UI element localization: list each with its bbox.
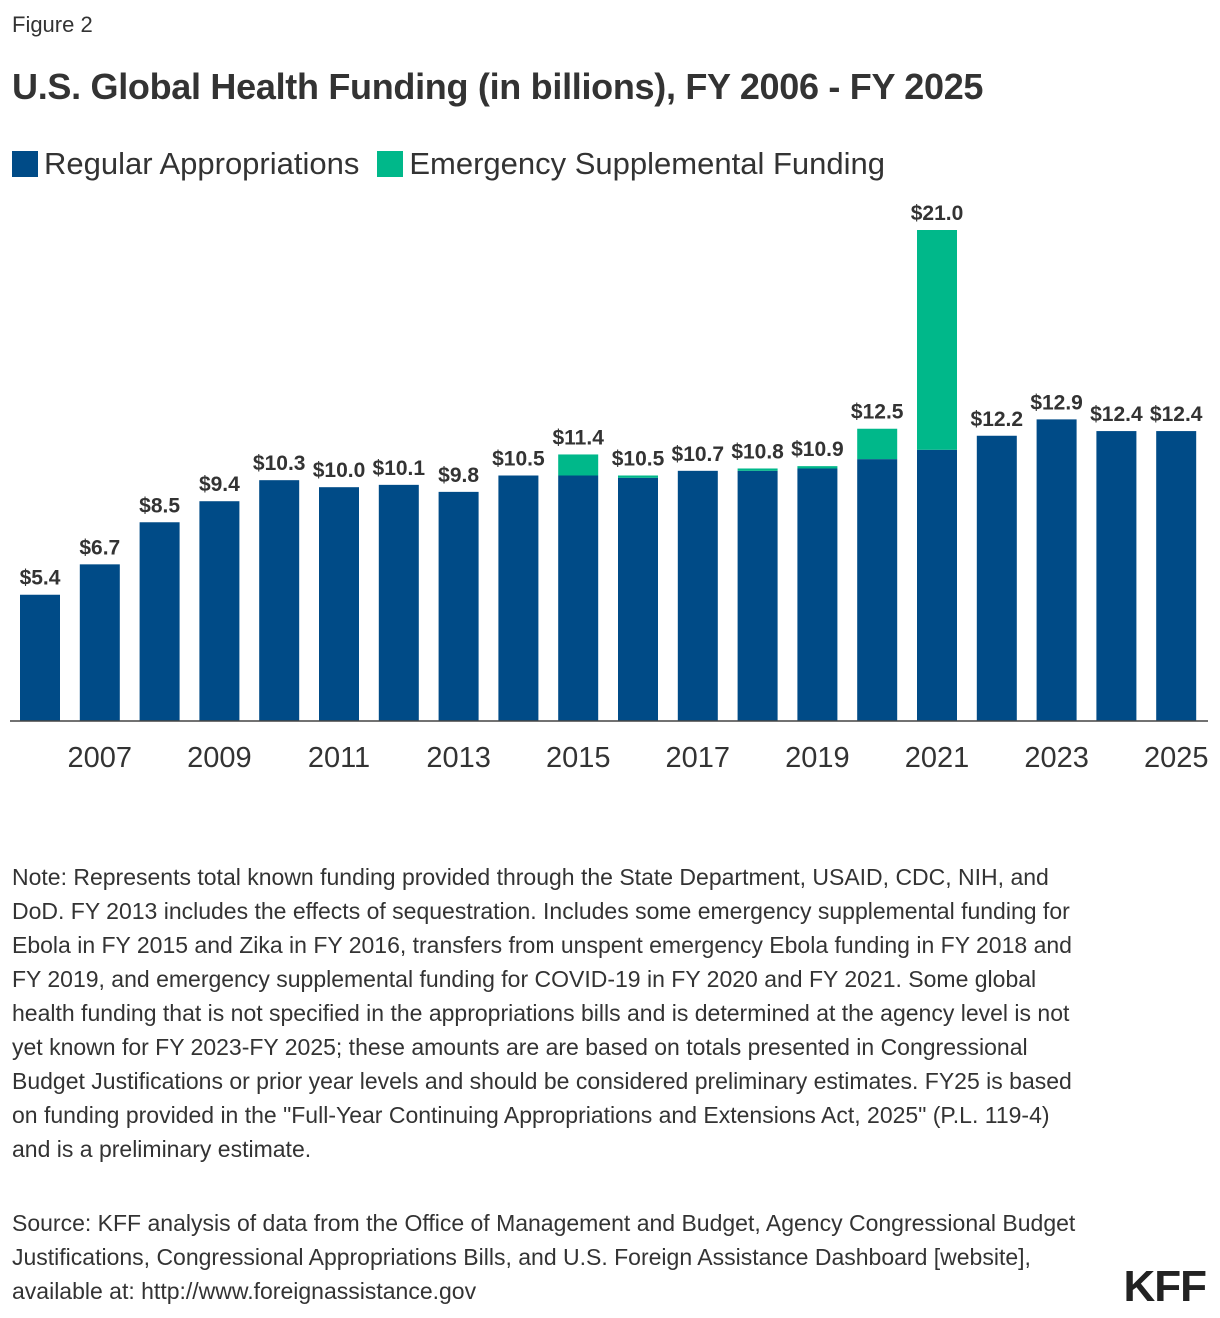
figure-label: Figure 2 (12, 12, 93, 37)
x-tick-2015: 2015 (546, 742, 611, 774)
data-label-2006: $5.4 (20, 567, 61, 590)
legend-swatch-regular (12, 151, 38, 177)
x-tick-2025: 2025 (1144, 742, 1209, 774)
bar-regular-2025 (1156, 431, 1197, 721)
x-tick-2019: 2019 (785, 742, 850, 774)
x-tick-2011: 2011 (308, 742, 370, 774)
data-label-2007: $6.7 (79, 536, 120, 559)
legend-item-regular: Regular Appropriations (12, 146, 359, 182)
bar-regular-2008 (139, 522, 180, 721)
legend: Regular Appropriations Emergency Supplem… (12, 146, 903, 182)
chart-source: Source: KFF analysis of data from the Of… (12, 1210, 1076, 1304)
x-tick-2007: 2007 (68, 742, 133, 774)
data-label-2012: $10.1 (373, 457, 426, 480)
kff-logo: KFF (1123, 1262, 1207, 1311)
legend-item-emergency: Emergency Supplemental Funding (377, 146, 885, 182)
x-tick-2017: 2017 (666, 742, 731, 774)
bar-emergency-2015 (558, 454, 599, 476)
bar-regular-2020 (857, 459, 898, 721)
bar-regular-2011 (319, 487, 359, 721)
data-label-2015: $11.4 (552, 426, 604, 449)
bar-regular-2010 (259, 480, 300, 721)
data-label-2017: $10.7 (672, 443, 725, 466)
chart-note: Note: Represents total known funding pro… (12, 864, 1072, 1162)
data-label-2010: $10.3 (253, 452, 306, 475)
x-tick-2009: 2009 (187, 742, 252, 774)
bar-regular-2022 (976, 435, 1017, 721)
data-label-2025: $12.4 (1150, 403, 1203, 426)
data-label-2024: $12.4 (1090, 403, 1143, 426)
data-label-2009: $9.4 (199, 473, 240, 496)
bar-regular-2014 (498, 475, 539, 721)
data-label-2008: $8.5 (139, 494, 180, 517)
bar-emergency-2018 (737, 468, 778, 471)
data-label-2014: $10.5 (492, 448, 545, 471)
legend-label-emergency: Emergency Supplemental Funding (409, 146, 885, 181)
data-label-2019: $10.9 (791, 438, 844, 461)
chart-title: U.S. Global Health Funding (in billions)… (12, 66, 984, 107)
bar-regular-2007 (79, 564, 120, 721)
data-label-2013: $9.8 (438, 464, 479, 487)
bars-layer (20, 230, 1197, 721)
bar-regular-2021 (917, 449, 957, 721)
data-label-2011: $10.0 (313, 459, 366, 482)
data-label-2020: $12.5 (851, 401, 904, 424)
data-label-2023: $12.9 (1030, 391, 1083, 414)
bar-regular-2015 (558, 475, 599, 721)
data-label-2021: $21.0 (911, 202, 964, 225)
legend-swatch-emergency (377, 151, 404, 177)
bar-regular-2017 (677, 470, 718, 721)
bar-regular-2019 (797, 468, 838, 721)
bar-regular-2012 (378, 484, 419, 721)
bar-chart: $5.4 $6.7 $8.5 $9.4 $10.3 $10.0 $10.1 $9.8 $10.5… (10, 202, 1209, 774)
data-label-2018: $10.8 (731, 440, 784, 463)
bar-regular-2013 (438, 491, 479, 721)
data-label-2022: $12.2 (971, 408, 1024, 431)
bar-regular-2018 (737, 470, 778, 721)
bar-emergency-2021 (917, 230, 957, 450)
bar-emergency-2016 (618, 475, 658, 478)
bar-regular-2009 (199, 501, 240, 721)
data-label-2016: $10.5 (612, 448, 665, 471)
x-tick-labels-layer: 2007 2009 2011 2013 2015 2017 2019 2021 2023 2025 (68, 742, 1209, 774)
x-tick-2023: 2023 (1024, 742, 1089, 774)
legend-label-regular: Regular Appropriations (44, 146, 360, 181)
data-labels-layer: $5.4 $6.7 $8.5 $9.4 $10.3 $10.0 $10.1 $9.8 $10.5… (20, 202, 1203, 590)
bar-emergency-2019 (797, 466, 838, 469)
bar-regular-2024 (1096, 431, 1137, 721)
bar-regular-2023 (1036, 419, 1077, 721)
x-tick-2013: 2013 (426, 742, 491, 774)
bar-regular-2016 (618, 477, 658, 721)
x-tick-2021: 2021 (905, 742, 970, 774)
bar-regular-2006 (20, 594, 60, 721)
bar-emergency-2020 (857, 428, 898, 460)
